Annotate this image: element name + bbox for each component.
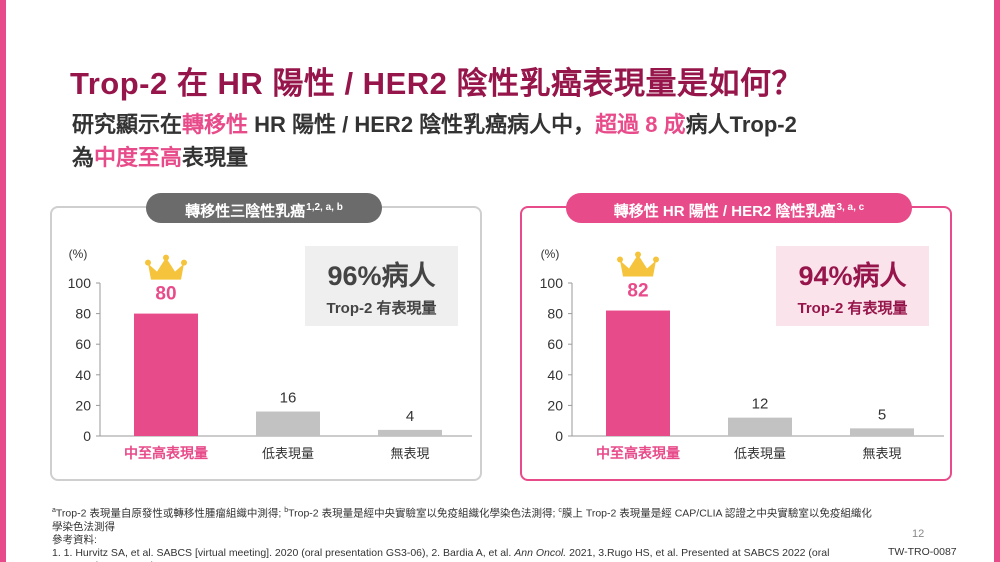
reference-1-2: 1. 1. Hurvitz SA, et al. SABCS [virtual … <box>52 546 515 559</box>
page-number: 12 <box>912 528 925 540</box>
subtitle-part3: 病人Trop-2 <box>685 112 797 137</box>
crown-icon-hr-positive <box>617 251 659 277</box>
footnote-mark-c: c <box>558 507 562 514</box>
y-tick-label-tnbc: 60 <box>75 336 91 352</box>
footnote-a: Trop-2 表現量自原發性或轉移性腫瘤組織中測得; <box>55 507 285 520</box>
bar-value-label-hr-positive-1: 12 <box>752 396 769 413</box>
y-tick-label-hr-positive: 40 <box>547 367 563 383</box>
y-tick-label-hr-positive: 80 <box>547 306 563 322</box>
reference-3: 2021, 3.Rugo HS, et al. Presented at SAB… <box>52 546 830 562</box>
slide-subtitle: 研究顯示在轉移性 HR 陽性 / HER2 陰性乳癌病人中，超過 8 成病人Tr… <box>72 108 797 174</box>
y-tick-label-hr-positive: 0 <box>555 428 563 444</box>
stat-box-hr-positive: 94%病人 Trop-2 有表現量 <box>776 246 929 326</box>
reference-journal: Ann Oncol. <box>514 546 567 559</box>
chart-title-tnbc: 轉移性三陰性乳癌 <box>185 203 306 220</box>
crown-jewel-tnbc-1 <box>163 254 169 261</box>
bar-value-label-hr-positive-0: 82 <box>627 281 648 302</box>
bar-tnbc-0 <box>134 313 198 436</box>
category-label-hr-positive-0: 中至高表現量 <box>596 445 680 461</box>
y-tick-label-tnbc: 0 <box>83 428 91 444</box>
chart-title-hr-positive: 轉移性 HR 陽性 / HER2 陰性乳癌 <box>613 203 836 220</box>
category-label-hr-positive-1: 低表現量 <box>734 446 786 461</box>
crown-jewel-tnbc-0 <box>145 259 151 266</box>
bar-value-label-tnbc-1: 16 <box>280 390 297 407</box>
left-accent-bar <box>0 0 6 562</box>
footnote-mark-a: a <box>52 507 56 514</box>
y-tick-label-tnbc: 80 <box>75 306 91 322</box>
footnote-c: 膜上 Trop-2 表現量是經 CAP/CLIA 認證之中央實驗室以免疫組織化學… <box>52 507 872 533</box>
chart-title-sup-hr-positive: 3, a, c <box>836 202 865 213</box>
y-tick-label-tnbc: 20 <box>75 397 91 413</box>
right-accent-bar <box>994 0 1000 562</box>
subtitle-part4-prefix: 為 <box>72 145 95 170</box>
subtitle-part2: HR 陽性 / HER2 陰性乳癌病人中， <box>248 112 596 137</box>
y-tick-label-hr-positive: 100 <box>540 275 564 291</box>
crown-jewel-tnbc-2 <box>181 259 187 266</box>
y-tick-label-tnbc: 100 <box>68 275 92 291</box>
chart-title-pill-hr-positive: 轉移性 HR 陽性 / HER2 陰性乳癌3, a, c <box>566 193 912 223</box>
subtitle-part4: 表現量 <box>182 145 249 170</box>
stat-label-hr-positive: Trop-2 有表現量 <box>797 300 908 317</box>
footnote-references-heading: 參考資料: <box>52 533 97 546</box>
footnotes: aTrop-2 表現量自原發性或轉移性腫瘤組織中測得; bTrop-2 表現量是… <box>52 504 872 562</box>
slide-title: Trop-2 在 HR 陽性 / HER2 陰性乳癌表現量是如何？ <box>70 66 803 101</box>
category-label-hr-positive-2: 無表現 <box>862 446 901 461</box>
bar-value-label-tnbc-2: 4 <box>406 408 414 425</box>
chart-title-sup-tnbc: 1,2, a, b <box>306 202 343 213</box>
bar-value-label-hr-positive-2: 5 <box>878 406 886 423</box>
y-tick-label-hr-positive: 60 <box>547 336 563 352</box>
document-code: TW-TRO-0087 <box>888 546 957 558</box>
bar-tnbc-1 <box>256 411 320 436</box>
category-label-tnbc-1: 低表現量 <box>262 446 314 461</box>
crown-icon-tnbc <box>145 254 187 280</box>
stat-label-tnbc: Trop-2 有表現量 <box>326 300 437 317</box>
y-axis-unit-tnbc: (%) <box>69 247 88 261</box>
stat-value-hr-positive: 94%病人 <box>798 261 907 291</box>
bar-hr-positive-0 <box>606 310 670 436</box>
footnote-line-1: aTrop-2 表現量自原發性或轉移性腫瘤組織中測得; bTrop-2 表現量是… <box>52 504 872 534</box>
crown-shape-hr-positive <box>620 254 656 277</box>
crown-jewel-hr-positive-2 <box>653 256 659 263</box>
stat-value-tnbc: 96%病人 <box>327 261 436 291</box>
subtitle-highlight-metastatic: 轉移性 <box>182 112 249 137</box>
subtitle-highlight-moderate-high: 中度至高 <box>94 145 183 170</box>
y-tick-label-hr-positive: 20 <box>547 397 563 413</box>
bar-hr-positive-1 <box>728 417 792 436</box>
category-label-tnbc-0: 中至高表現量 <box>124 445 208 461</box>
bar-hr-positive-2 <box>850 428 914 436</box>
crown-shape-tnbc <box>148 257 184 280</box>
subtitle-highlight-over-80: 超過 8 成 <box>595 112 686 137</box>
bar-value-label-tnbc-0: 80 <box>155 284 176 305</box>
subtitle-part1: 研究顯示在 <box>72 112 183 137</box>
chart-title-pill-tnbc: 轉移性三陰性乳癌1,2, a, b <box>146 193 382 223</box>
crown-jewel-hr-positive-0 <box>617 256 623 263</box>
footnote-references: 1. 1. Hurvitz SA, et al. SABCS [virtual … <box>52 547 872 562</box>
footnote-mark-b: b <box>284 507 289 514</box>
y-axis-unit-hr-positive: (%) <box>541 247 560 261</box>
y-tick-label-tnbc: 40 <box>75 367 91 383</box>
category-label-tnbc-2: 無表現 <box>390 446 429 461</box>
stat-box-tnbc: 96%病人 Trop-2 有表現量 <box>305 246 458 326</box>
footnote-b: Trop-2 表現量是經中央實驗室以免疫組織化學染色法測得; <box>288 507 559 520</box>
bar-tnbc-2 <box>378 429 442 436</box>
crown-jewel-hr-positive-1 <box>635 251 641 258</box>
